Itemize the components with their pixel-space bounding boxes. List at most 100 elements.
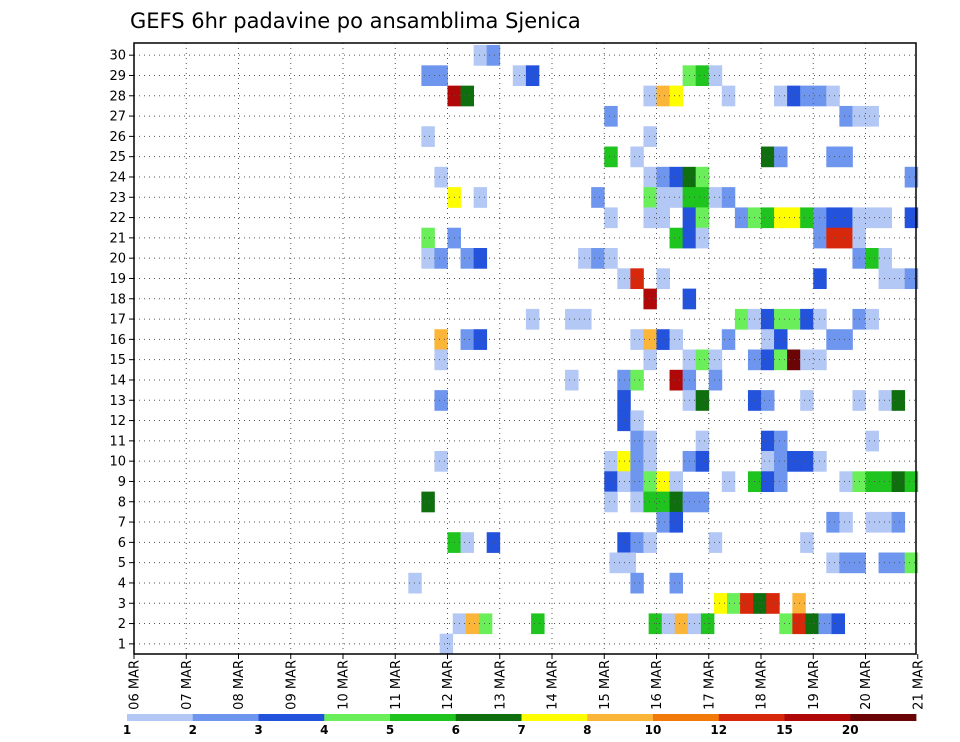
heatmap-cell — [643, 126, 657, 147]
heatmap-cell — [713, 593, 728, 614]
heatmap-cell — [839, 552, 853, 574]
heatmap-cell — [734, 308, 749, 330]
heatmap-cell — [486, 45, 501, 66]
heatmap-cell — [604, 451, 618, 472]
heatmap-cell — [525, 65, 540, 87]
heatmap-cell — [865, 308, 879, 330]
heatmap-cell — [643, 349, 657, 371]
heatmap-cell — [800, 207, 814, 229]
heatmap-cell — [473, 45, 488, 66]
heatmap-cell — [708, 369, 723, 391]
heatmap-cell — [695, 430, 710, 452]
heatmap-cell — [656, 268, 670, 290]
heatmap-cell — [669, 572, 684, 594]
colorbar-label: 2 — [189, 723, 197, 737]
heatmap-cell — [839, 329, 853, 350]
heatmap-cell — [674, 613, 689, 635]
heatmap-cell — [865, 471, 879, 493]
x-tick-label: 11 MAR — [389, 660, 404, 710]
y-tick-label: 19 — [109, 272, 126, 287]
heatmap-cell — [774, 146, 788, 168]
y-tick-label: 25 — [109, 150, 126, 165]
heatmap-cell — [630, 146, 644, 168]
heatmap-cell — [865, 511, 879, 533]
heatmap-cell — [839, 471, 853, 493]
heatmap-cell — [708, 65, 723, 87]
heatmap-cell — [434, 248, 448, 269]
heatmap-cell — [695, 349, 710, 371]
heatmap-cell — [669, 329, 684, 350]
colorbar-swatch — [521, 714, 588, 721]
heatmap-cell — [695, 491, 710, 513]
x-tick-label: 20 MAR — [859, 660, 874, 710]
heatmap-cell — [434, 65, 448, 87]
heatmap-cell — [878, 471, 893, 493]
heatmap-cell — [761, 207, 775, 229]
heatmap-cell — [818, 613, 832, 635]
heatmap-cell — [604, 471, 618, 493]
heatmap-cell — [800, 349, 814, 371]
colorbar-swatch — [850, 714, 917, 721]
colorbar-swatch — [784, 714, 851, 721]
colorbar-swatch — [324, 714, 391, 721]
x-tick-label: 18 MAR — [755, 660, 770, 710]
heatmap-cell — [878, 207, 893, 229]
heatmap-cell — [708, 532, 723, 553]
heatmap-cell — [604, 491, 618, 513]
heatmap-cell — [643, 207, 657, 229]
heatmap-cell — [700, 613, 715, 635]
heatmap-cell — [669, 166, 684, 188]
heatmap-cell — [695, 187, 710, 208]
heatmap-cell — [774, 85, 788, 107]
y-tick-label: 17 — [109, 313, 126, 328]
heatmap-cell — [421, 248, 435, 269]
heatmap-cell — [669, 187, 684, 208]
heatmap-cell — [721, 329, 736, 350]
heatmap-cell — [891, 471, 906, 493]
heatmap-cell — [761, 329, 775, 350]
colorbar: 1 2 3 4 5 6 7 8 10 12 15 20 — [123, 714, 917, 737]
x-tick-label: 21 MAR — [911, 660, 926, 710]
heatmap-cell — [865, 248, 879, 269]
x-tick-label: 14 MAR — [546, 660, 561, 710]
heatmap-cell — [721, 85, 736, 107]
y-tick-label: 7 — [118, 516, 126, 531]
heatmap-cell — [486, 532, 501, 553]
heatmap-cell — [839, 146, 853, 168]
heatmap-cell — [878, 511, 893, 533]
colorbar-label: 20 — [842, 723, 859, 737]
y-tick-label: 2 — [118, 617, 126, 632]
colorbar-swatch — [587, 714, 654, 721]
heatmap-cell — [630, 491, 644, 513]
heatmap-cell — [787, 207, 801, 229]
y-tick-label: 9 — [118, 475, 126, 490]
colorbar-label: 8 — [583, 723, 591, 737]
colorbar-label: 10 — [645, 723, 662, 737]
heatmap-cell — [774, 471, 788, 493]
heatmap-cell — [774, 349, 788, 371]
y-tick-label: 29 — [109, 69, 126, 84]
heatmap-cell — [434, 451, 448, 472]
heatmap-cell — [826, 329, 840, 350]
heatmap-cell — [839, 227, 853, 249]
heatmap-cell — [865, 430, 879, 452]
heatmap-cell — [761, 430, 775, 452]
heatmap-cell — [434, 349, 448, 371]
heatmap-cell — [630, 572, 644, 594]
heatmap-cell — [656, 85, 670, 107]
heatmap-cell — [604, 105, 618, 127]
x-tick-label: 19 MAR — [807, 660, 822, 710]
heatmap-cell — [465, 613, 480, 635]
colorbar-label: 4 — [320, 723, 328, 737]
heatmap-cell — [826, 207, 840, 229]
heatmap-cell — [565, 308, 579, 330]
heatmap-cell — [839, 511, 853, 533]
colorbar-label: 5 — [386, 723, 394, 737]
heatmap-cell — [800, 308, 814, 330]
heatmap-cell — [891, 552, 906, 574]
heatmap-cell — [695, 207, 710, 229]
gridlines — [134, 43, 916, 654]
chart-title: GEFS 6hr padavine po ansamblima Sjenica — [130, 9, 581, 33]
y-tick-label: 16 — [109, 333, 126, 348]
